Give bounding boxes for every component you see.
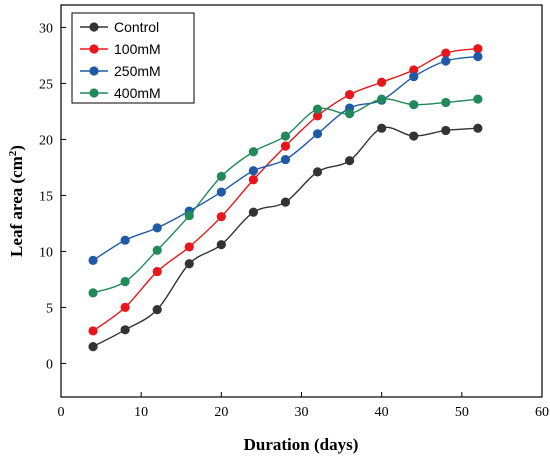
y-tick-label: 5: [46, 301, 53, 316]
x-tick-label: 40: [375, 405, 389, 420]
data-point-400mm: [345, 109, 355, 119]
data-point-100mm: [345, 90, 355, 100]
x-tick-label: 0: [58, 405, 65, 420]
y-axis-title: Leaf area (cm2): [7, 145, 26, 257]
y-axis-title-main: Leaf area (cm: [7, 156, 26, 257]
series-400mm: [88, 94, 483, 298]
axis-ticks: 0 10 20 30 40 50 60 0 5 10 15 20 25 30: [39, 21, 549, 420]
data-point-100mm: [377, 77, 387, 87]
data-point-400mm: [152, 245, 162, 255]
data-point-control: [280, 197, 291, 207]
data-point-control: [377, 123, 387, 133]
data-point-100mm: [473, 44, 483, 54]
data-point-control: [473, 123, 483, 133]
series-layer: [88, 44, 483, 352]
data-point-400mm: [280, 131, 291, 141]
data-point-100mm: [280, 141, 291, 151]
data-point-control: [312, 167, 323, 177]
legend-label: 250mM: [114, 63, 161, 79]
legend-marker: [89, 66, 99, 76]
series-control: [88, 123, 483, 352]
data-point-400mm: [216, 171, 226, 181]
legend-marker: [89, 44, 99, 54]
x-tick-label: 30: [295, 405, 309, 420]
legend-label: Control: [114, 19, 159, 35]
x-tick-label: 10: [134, 405, 148, 420]
x-tick-label: 60: [535, 405, 549, 420]
data-point-250mm: [152, 223, 162, 233]
data-point-400mm: [441, 97, 451, 108]
data-point-control: [88, 342, 98, 352]
legend-marker: [89, 88, 99, 98]
data-point-100mm: [248, 175, 258, 185]
legend: Control 100mM 250mM 400mM: [71, 12, 195, 104]
data-point-100mm: [409, 65, 419, 75]
data-point-100mm: [216, 212, 226, 222]
data-point-100mm: [88, 326, 98, 336]
data-point-250mm: [312, 129, 323, 139]
data-point-100mm: [441, 48, 451, 58]
data-point-400mm: [312, 104, 323, 114]
data-point-control: [248, 207, 258, 217]
y-tick-label: 10: [39, 245, 53, 260]
data-point-250mm: [441, 56, 451, 66]
data-point-control: [441, 125, 451, 136]
series-line-400mm: [92, 98, 478, 294]
y-tick-label: 20: [39, 133, 53, 148]
x-axis-title: Duration (days): [244, 435, 359, 454]
data-point-control: [120, 325, 130, 335]
data-point-250mm: [216, 187, 226, 197]
data-point-control: [152, 305, 162, 315]
data-point-400mm: [88, 288, 98, 298]
y-tick-label: 25: [39, 77, 53, 92]
data-point-400mm: [120, 277, 130, 287]
y-axis-title-superscript: 2: [7, 150, 19, 156]
data-point-100mm: [184, 242, 194, 252]
data-point-100mm: [120, 302, 130, 312]
data-point-400mm: [377, 94, 387, 104]
data-point-control: [216, 240, 226, 250]
data-point-400mm: [248, 147, 258, 157]
legend-label: 100mM: [114, 41, 161, 57]
data-point-control: [184, 259, 194, 269]
data-point-250mm: [473, 51, 483, 62]
data-point-100mm: [312, 111, 323, 121]
legend-marker: [89, 22, 99, 32]
y-tick-label: 30: [39, 21, 53, 36]
data-point-400mm: [473, 94, 483, 104]
data-point-250mm: [409, 72, 419, 82]
data-point-control: [345, 156, 355, 166]
x-tick-label: 50: [455, 405, 469, 420]
x-tick-label: 20: [214, 405, 228, 420]
legend-label: 400mM: [114, 85, 161, 101]
data-point-400mm: [184, 210, 194, 221]
data-point-250mm: [280, 154, 291, 165]
data-point-250mm: [120, 235, 130, 245]
data-point-250mm: [88, 255, 98, 265]
y-tick-label: 0: [46, 357, 53, 372]
data-point-250mm: [248, 166, 258, 176]
data-point-control: [409, 131, 419, 141]
y-tick-label: 15: [39, 189, 53, 204]
series-100mm: [88, 44, 483, 336]
y-axis-title-close: ): [7, 145, 26, 151]
data-point-100mm: [152, 266, 162, 277]
data-point-400mm: [409, 100, 419, 110]
